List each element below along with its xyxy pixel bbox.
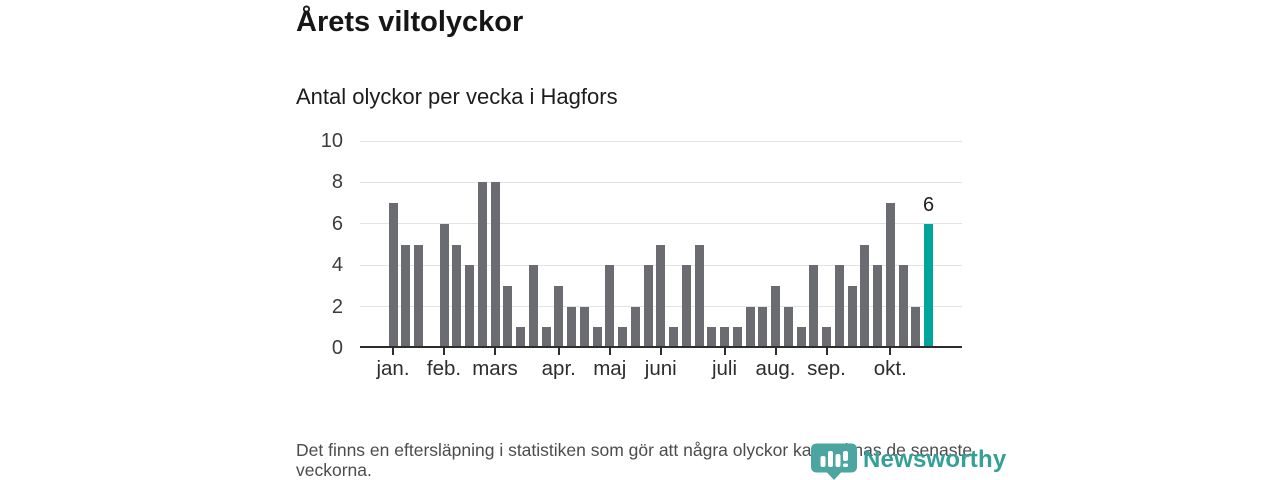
bar-week-20 xyxy=(630,306,640,348)
bar-week-36 xyxy=(834,265,844,348)
footer-note: Det finns en eftersläpning i statistiken… xyxy=(296,440,973,480)
x-axis-tick-jan xyxy=(392,348,394,355)
bar-week-2 xyxy=(401,244,411,348)
bar-week-19 xyxy=(618,327,627,348)
bar-week-21 xyxy=(643,265,653,348)
bar-week-12 xyxy=(528,265,538,348)
newsworthy-logo-icon xyxy=(811,443,857,480)
bar-week-40 xyxy=(885,203,895,348)
x-axis-tick-aug xyxy=(774,348,777,355)
y-axis-label-4: 4 xyxy=(331,254,343,277)
x-axis-tick-juli xyxy=(723,348,726,355)
month-label-sep: sep. xyxy=(807,357,846,380)
month-label-feb: feb. xyxy=(426,357,462,380)
month-label-juli: juli xyxy=(711,357,738,380)
y-axis-label-0: 0 xyxy=(331,337,343,359)
chart-title: Årets viltolyckor xyxy=(296,6,524,38)
bar-week-29 xyxy=(745,306,755,348)
bar-week-8 xyxy=(477,182,487,348)
month-label-maj: maj xyxy=(593,357,627,380)
bar-week-34 xyxy=(809,265,819,348)
y-axis-label-6: 6 xyxy=(331,212,343,235)
bar-week-32 xyxy=(783,306,793,348)
bar-week-23 xyxy=(669,327,678,348)
bar-week-5 xyxy=(439,223,449,348)
month-label-apr: apr. xyxy=(541,357,576,380)
bar-week-41 xyxy=(898,265,908,348)
bar-week-18 xyxy=(605,265,615,348)
month-label-okt: okt. xyxy=(873,357,907,380)
x-axis-line xyxy=(360,345,962,348)
highlighted-bar-week-43 xyxy=(924,223,933,348)
x-axis-tick-mars xyxy=(494,348,496,355)
bar-chart-plot: 0 2 4 6 8 10 jan. feb. mars apr. maj juni juli aug. se… xyxy=(321,131,962,380)
gridline-y-8 xyxy=(360,181,962,183)
x-axis-tick-feb xyxy=(443,348,445,355)
bar-week-3 xyxy=(414,244,423,348)
bar-week-7 xyxy=(465,265,474,348)
bar-week-13 xyxy=(541,327,551,348)
bar-week-14 xyxy=(554,285,564,348)
bar-week-22 xyxy=(656,244,666,348)
x-axis-tick-apr xyxy=(557,348,560,355)
newsworthy-logo: Newsworthy xyxy=(810,443,1006,480)
bar-week-42 xyxy=(911,306,921,348)
bar-week-30 xyxy=(758,306,768,348)
y-axis-label-10: 10 xyxy=(320,130,343,152)
highlight-value-label: 6 xyxy=(922,193,935,216)
bar-week-16 xyxy=(579,306,589,348)
bar-week-17 xyxy=(592,327,602,348)
bar-week-26 xyxy=(707,327,717,348)
x-axis-tick-juni xyxy=(659,348,662,355)
month-label-juni: juni xyxy=(644,357,677,380)
bar-week-25 xyxy=(694,244,704,348)
bar-week-33 xyxy=(796,327,806,348)
gridline-y-6 xyxy=(360,223,962,225)
x-axis-tick-okt xyxy=(889,348,892,355)
bar-week-9 xyxy=(490,182,500,348)
bar-week-28 xyxy=(732,327,742,348)
bar-week-31 xyxy=(771,285,780,348)
chart-subtitle: Antal olyckor per vecka i Hagfors xyxy=(296,84,618,109)
month-label-aug: aug. xyxy=(755,357,796,380)
y-axis-label-2: 2 xyxy=(331,295,343,318)
x-axis-tick-sep xyxy=(825,348,828,355)
bar-week-38 xyxy=(860,244,870,348)
newsworthy-logo-text: Newsworthy xyxy=(863,446,1007,473)
bar-week-15 xyxy=(567,306,576,348)
bar-week-27 xyxy=(720,327,729,348)
gridline-y-10 xyxy=(360,140,962,142)
bar-week-6 xyxy=(452,244,462,348)
y-axis-label-8: 8 xyxy=(331,171,343,194)
month-label-mars: mars xyxy=(472,357,518,380)
bar-week-24 xyxy=(681,265,691,348)
bar-week-39 xyxy=(873,265,882,348)
bar-week-1 xyxy=(388,203,398,348)
bar-week-37 xyxy=(847,285,857,348)
bar-week-11 xyxy=(516,327,525,348)
x-axis-tick-maj xyxy=(608,348,611,355)
bar-week-10 xyxy=(503,285,513,348)
month-label-jan: jan. xyxy=(376,357,410,380)
bar-week-35 xyxy=(822,327,831,348)
